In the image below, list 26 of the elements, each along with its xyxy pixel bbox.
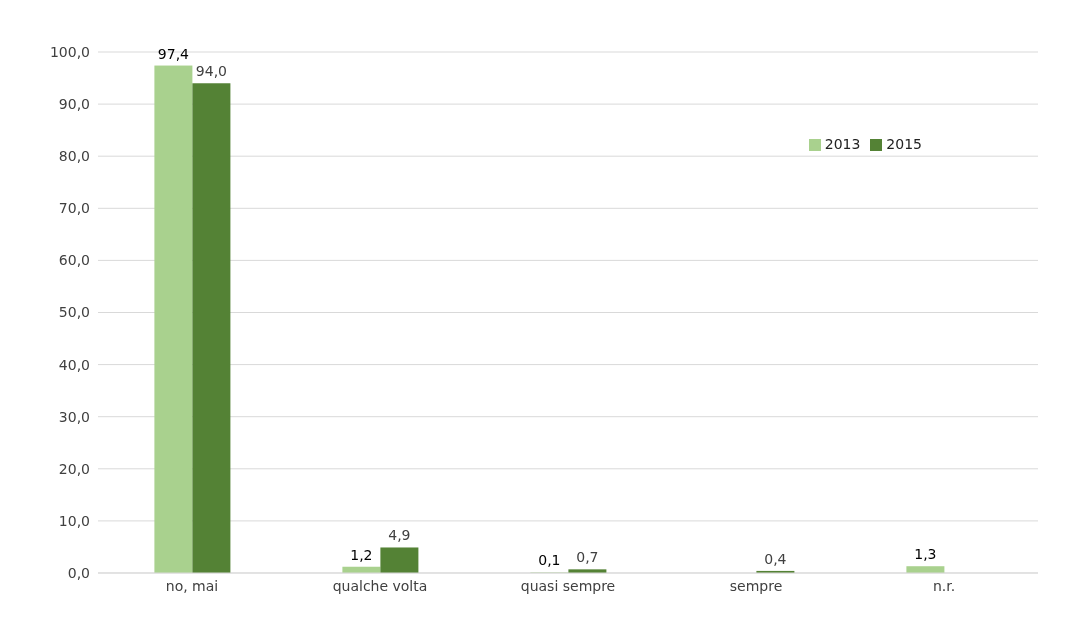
x-tick-label: sempre xyxy=(729,577,783,594)
legend-label: 2015 xyxy=(886,136,922,152)
data-label: 4,9 xyxy=(388,527,411,544)
data-label: 97,4 xyxy=(157,45,190,62)
data-label: 1,3 xyxy=(914,546,937,563)
y-tick-label: 40,0 xyxy=(58,356,90,373)
x-tick-label: n.r. xyxy=(932,577,956,594)
data-label: 94,0 xyxy=(195,63,227,80)
y-tick-label: 0,0 xyxy=(67,564,90,581)
data-label: 0,4 xyxy=(764,550,787,567)
y-tick-label: 80,0 xyxy=(58,148,90,165)
data-label: 0,7 xyxy=(576,549,599,566)
y-tick-label: 10,0 xyxy=(58,512,90,529)
y-tick-label: 30,0 xyxy=(58,408,90,425)
y-tick-label: 20,0 xyxy=(58,460,90,477)
data-label: 0,1 xyxy=(538,552,561,569)
y-tick-label: 100,0 xyxy=(49,43,90,60)
y-tick-label: 90,0 xyxy=(58,96,90,113)
y-tick-label: 60,0 xyxy=(58,252,90,269)
y-tick-label: 70,0 xyxy=(58,200,90,217)
data-label: 1,2 xyxy=(350,546,373,563)
x-tick-label: no, mai xyxy=(165,577,219,594)
legend-label: 2013 xyxy=(824,136,861,152)
y-tick-label: 50,0 xyxy=(58,304,90,321)
x-tick-label: qualche volta xyxy=(332,577,428,594)
x-tick-label: quasi sempre xyxy=(520,577,616,594)
